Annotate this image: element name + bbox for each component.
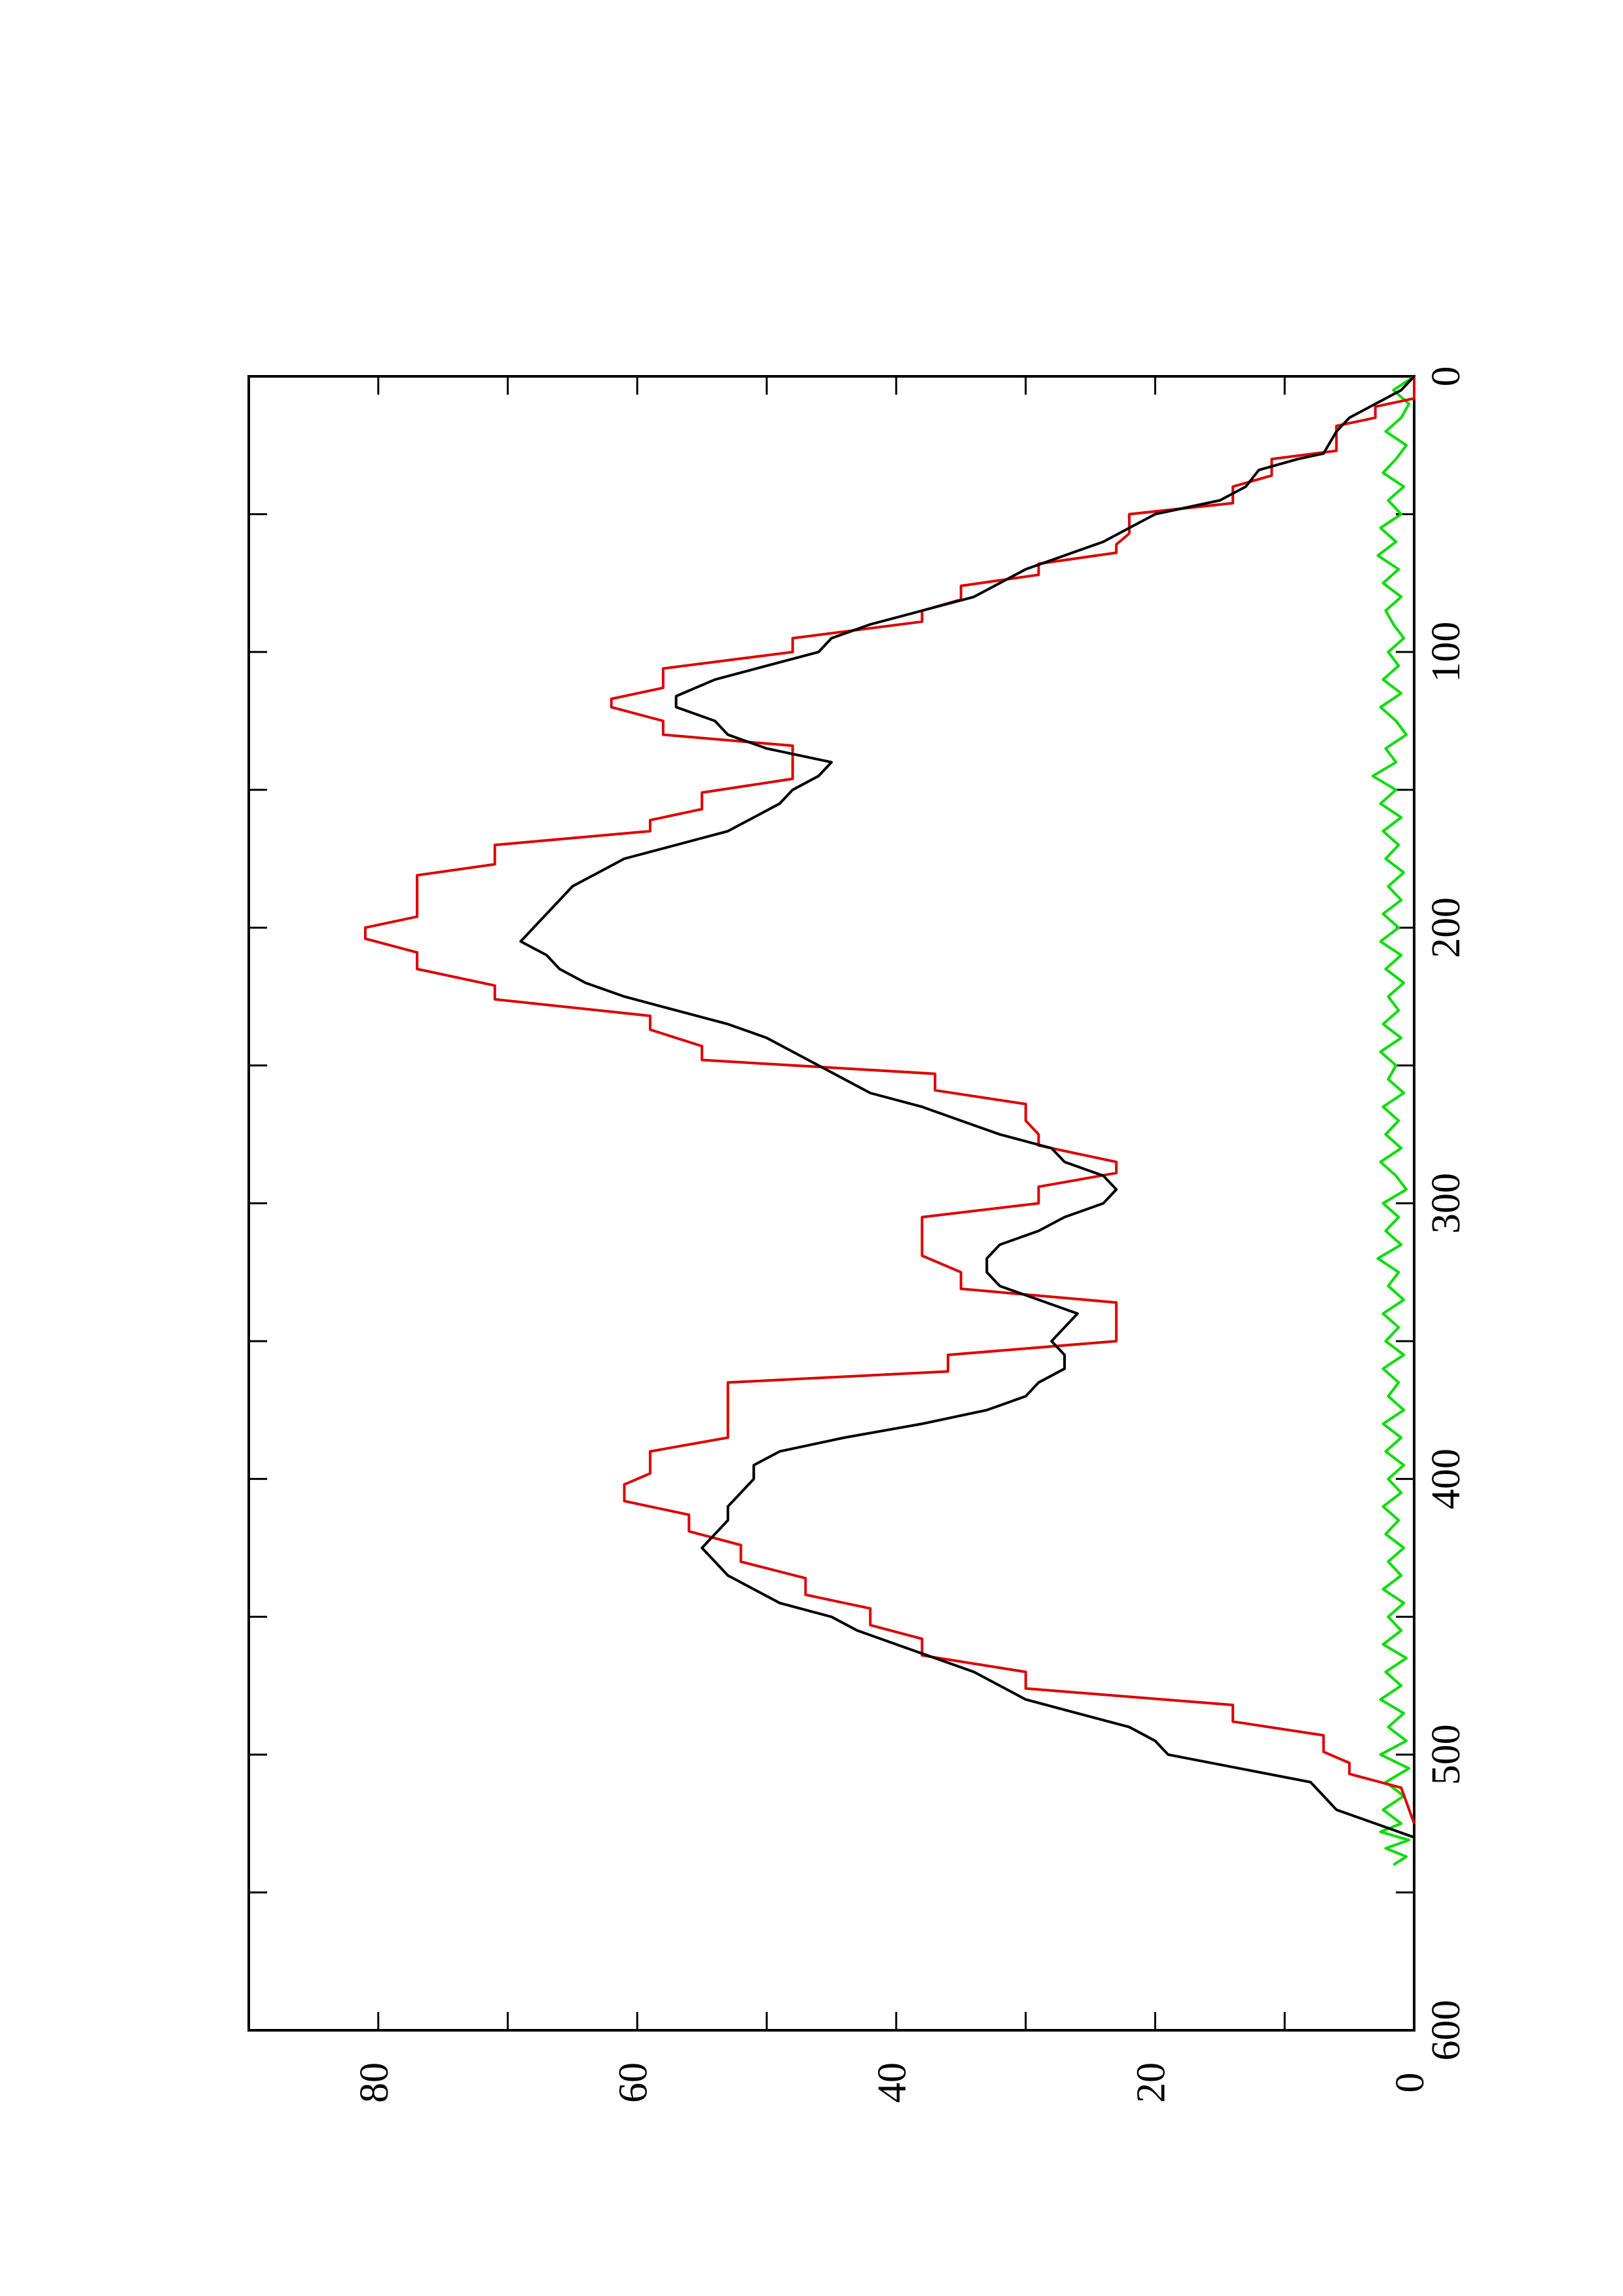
x-tick-label: 500 bbox=[1424, 1724, 1468, 1785]
series-line-0 bbox=[519, 375, 1415, 1839]
y-tick-label: 40 bbox=[870, 2062, 915, 2103]
series-line-1 bbox=[364, 376, 1415, 1824]
plot-frame bbox=[247, 375, 1415, 2032]
x-tick-label: 300 bbox=[1424, 1173, 1468, 1234]
y-tick-label: 0 bbox=[1388, 2073, 1432, 2093]
x-tick-label: 200 bbox=[1424, 897, 1468, 958]
x-tick-label: 400 bbox=[1424, 1448, 1468, 1509]
y-tick-label: 20 bbox=[1129, 2062, 1174, 2103]
x-tick-label: 0 bbox=[1424, 367, 1468, 387]
y-tick-label: 60 bbox=[611, 2062, 656, 2103]
x-tick-label: 100 bbox=[1424, 622, 1468, 683]
plot-area: 0 100 200 300 400 500 600 0 20 40 60 80 bbox=[247, 367, 1468, 2103]
series-line-2 bbox=[1371, 375, 1415, 1866]
x-tick-label: 600 bbox=[1424, 2000, 1468, 2061]
y-tick-label: 80 bbox=[352, 2062, 397, 2103]
